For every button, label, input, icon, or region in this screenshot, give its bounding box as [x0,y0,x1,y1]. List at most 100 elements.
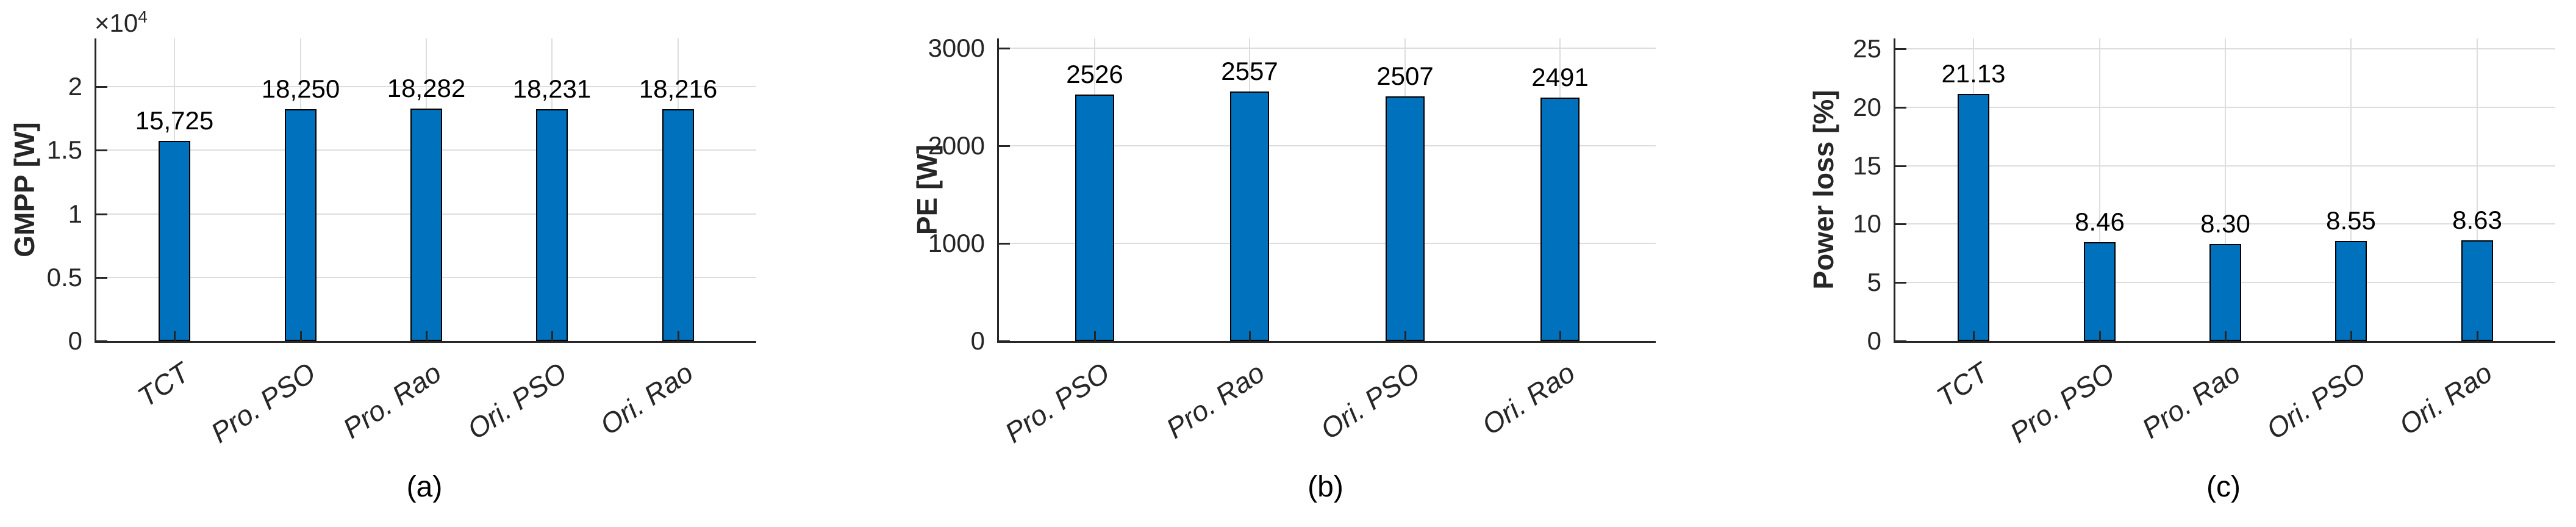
x-tick-label-pro-pso: Pro. PSO [205,356,321,449]
x-tick-mark [678,331,679,341]
bar-value-label: 8.30 [2200,209,2250,238]
bar-pro-pso [2084,242,2116,341]
x-tick-mark [1559,331,1561,341]
bar-value-label: 2507 [1376,62,1434,90]
x-tick-mark [300,331,302,341]
bar-value-label: 18,216 [639,74,718,103]
axis-multiplier: ×104 [95,7,148,38]
y-tick-mark [96,213,107,215]
x-tick-mark [1094,331,1096,341]
x-tick-mark [1404,331,1406,341]
y-tick-mark [96,277,107,279]
axis-multiplier-base: ×10 [95,9,138,37]
bar-value-label: 8.46 [2075,207,2125,236]
bar-value-label: 18,231 [512,74,592,103]
bar-pro-rao [1230,91,1269,341]
y-tick-mark [999,145,1010,147]
y-tick-mark [96,149,107,151]
bar-value-label: 18,250 [261,74,340,103]
v-gridline [2225,38,2226,341]
bar-value-label: 2491 [1531,63,1589,91]
bar-value-label: 8.63 [2452,206,2502,234]
caption-c: (c) [2206,471,2241,503]
caption-a: (a) [406,471,443,503]
bar-value-label: 15,725 [135,106,214,135]
x-tick-label-ori-rao: Ori. Rao [594,356,699,442]
y-tick-mark [1895,282,1906,284]
plot-area: 2526 2557 2507 2491 [997,38,1656,343]
h-gridline [999,48,1656,49]
h-gridline [999,145,1656,146]
x-tick-mark [2350,331,2352,341]
y-tick-mark [999,340,1010,342]
y-tick-mark [96,86,107,88]
bar-ori-pso [536,109,568,341]
bar-value-label: 2557 [1221,57,1278,85]
bar-pro-rao [410,109,442,341]
y-axis-label: PE [W] [911,144,943,235]
y-tick-mark [96,340,107,342]
x-tick-mark [1973,331,1975,341]
bar-ori-pso [1386,96,1425,341]
bar-value-label: 18,282 [387,74,466,102]
bar-value-label: 21.13 [1941,59,2006,88]
bar-ori-pso [2335,241,2367,341]
x-tick-mark [426,331,428,341]
y-tick-mark [1895,48,1906,50]
h-gridline [999,243,1656,244]
x-tick-mark [2477,331,2478,341]
subplot-a: 15,725 18,250 18,282 18,231 18,216 0 0.5 1 1.5 2 T… [0,0,859,527]
x-tick-mark [551,331,553,341]
y-tick-label: 1.5 [46,135,82,164]
x-tick-mark [2099,331,2101,341]
bar-value-label: 8.55 [2326,206,2376,235]
subplot-b: 2526 2557 2507 2491 0 1000 2000 3000 Pro. PSO Pro… [859,0,1717,527]
y-tick-label: 0 [68,326,82,355]
x-tick-mark [174,331,176,341]
x-tick-label-tct: TCT [1931,356,1994,414]
y-tick-label: 0 [970,326,985,355]
v-gridline [2477,38,2478,341]
y-axis-label: Power loss [%] [1808,90,1839,290]
y-tick-label: 0.5 [46,263,82,292]
y-tick-label: 2 [68,72,82,101]
caption-b: (b) [1308,471,1343,503]
x-tick-label-ori-rao: Ori. Rao [2393,356,2498,442]
bar-pro-pso [285,109,317,341]
x-tick-mark [2225,331,2227,341]
y-tick-label: 1 [68,199,82,228]
y-tick-mark [1895,107,1906,109]
plot-area: 15,725 18,250 18,282 18,231 18,216 [95,38,756,343]
y-tick-mark [999,243,1010,245]
bar-pro-pso [1075,95,1114,341]
y-tick-label: 25 [1853,34,1881,63]
bar-tct [159,141,190,341]
y-tick-label: 5 [1867,268,1881,296]
y-tick-mark [999,48,1010,49]
v-gridline [2099,38,2100,341]
bar-ori-rao [662,109,694,341]
y-tick-mark [1895,165,1906,167]
axis-multiplier-exponent: 4 [138,7,148,26]
y-tick-mark [1895,223,1906,225]
v-gridline [2350,38,2352,341]
x-tick-label-pro-pso: Pro. PSO [2004,356,2120,449]
y-tick-label: 15 [1853,151,1881,180]
y-tick-label: 1000 [928,229,985,257]
bar-value-label: 2526 [1066,60,1123,88]
y-tick-label: 3000 [928,34,985,62]
bar-tct [1958,94,1989,341]
bar-ori-rao [1540,98,1580,341]
y-axis-label: GMPP [W] [9,122,40,257]
y-tick-label: 0 [1867,326,1881,355]
x-tick-mark [1249,331,1251,341]
subplot-c: 21.13 8.46 8.30 8.55 8.63 0 5 10 15 20 25 TCT Pro. P… [1717,0,2576,527]
plot-area: 21.13 8.46 8.30 8.55 8.63 [1894,38,2555,343]
y-tick-label: 2000 [928,131,985,160]
y-tick-label: 10 [1853,209,1881,238]
bar-ori-rao [2461,240,2493,341]
y-tick-mark [1895,340,1906,342]
bar-pro-rao [2209,244,2241,341]
y-tick-label: 20 [1853,93,1881,121]
